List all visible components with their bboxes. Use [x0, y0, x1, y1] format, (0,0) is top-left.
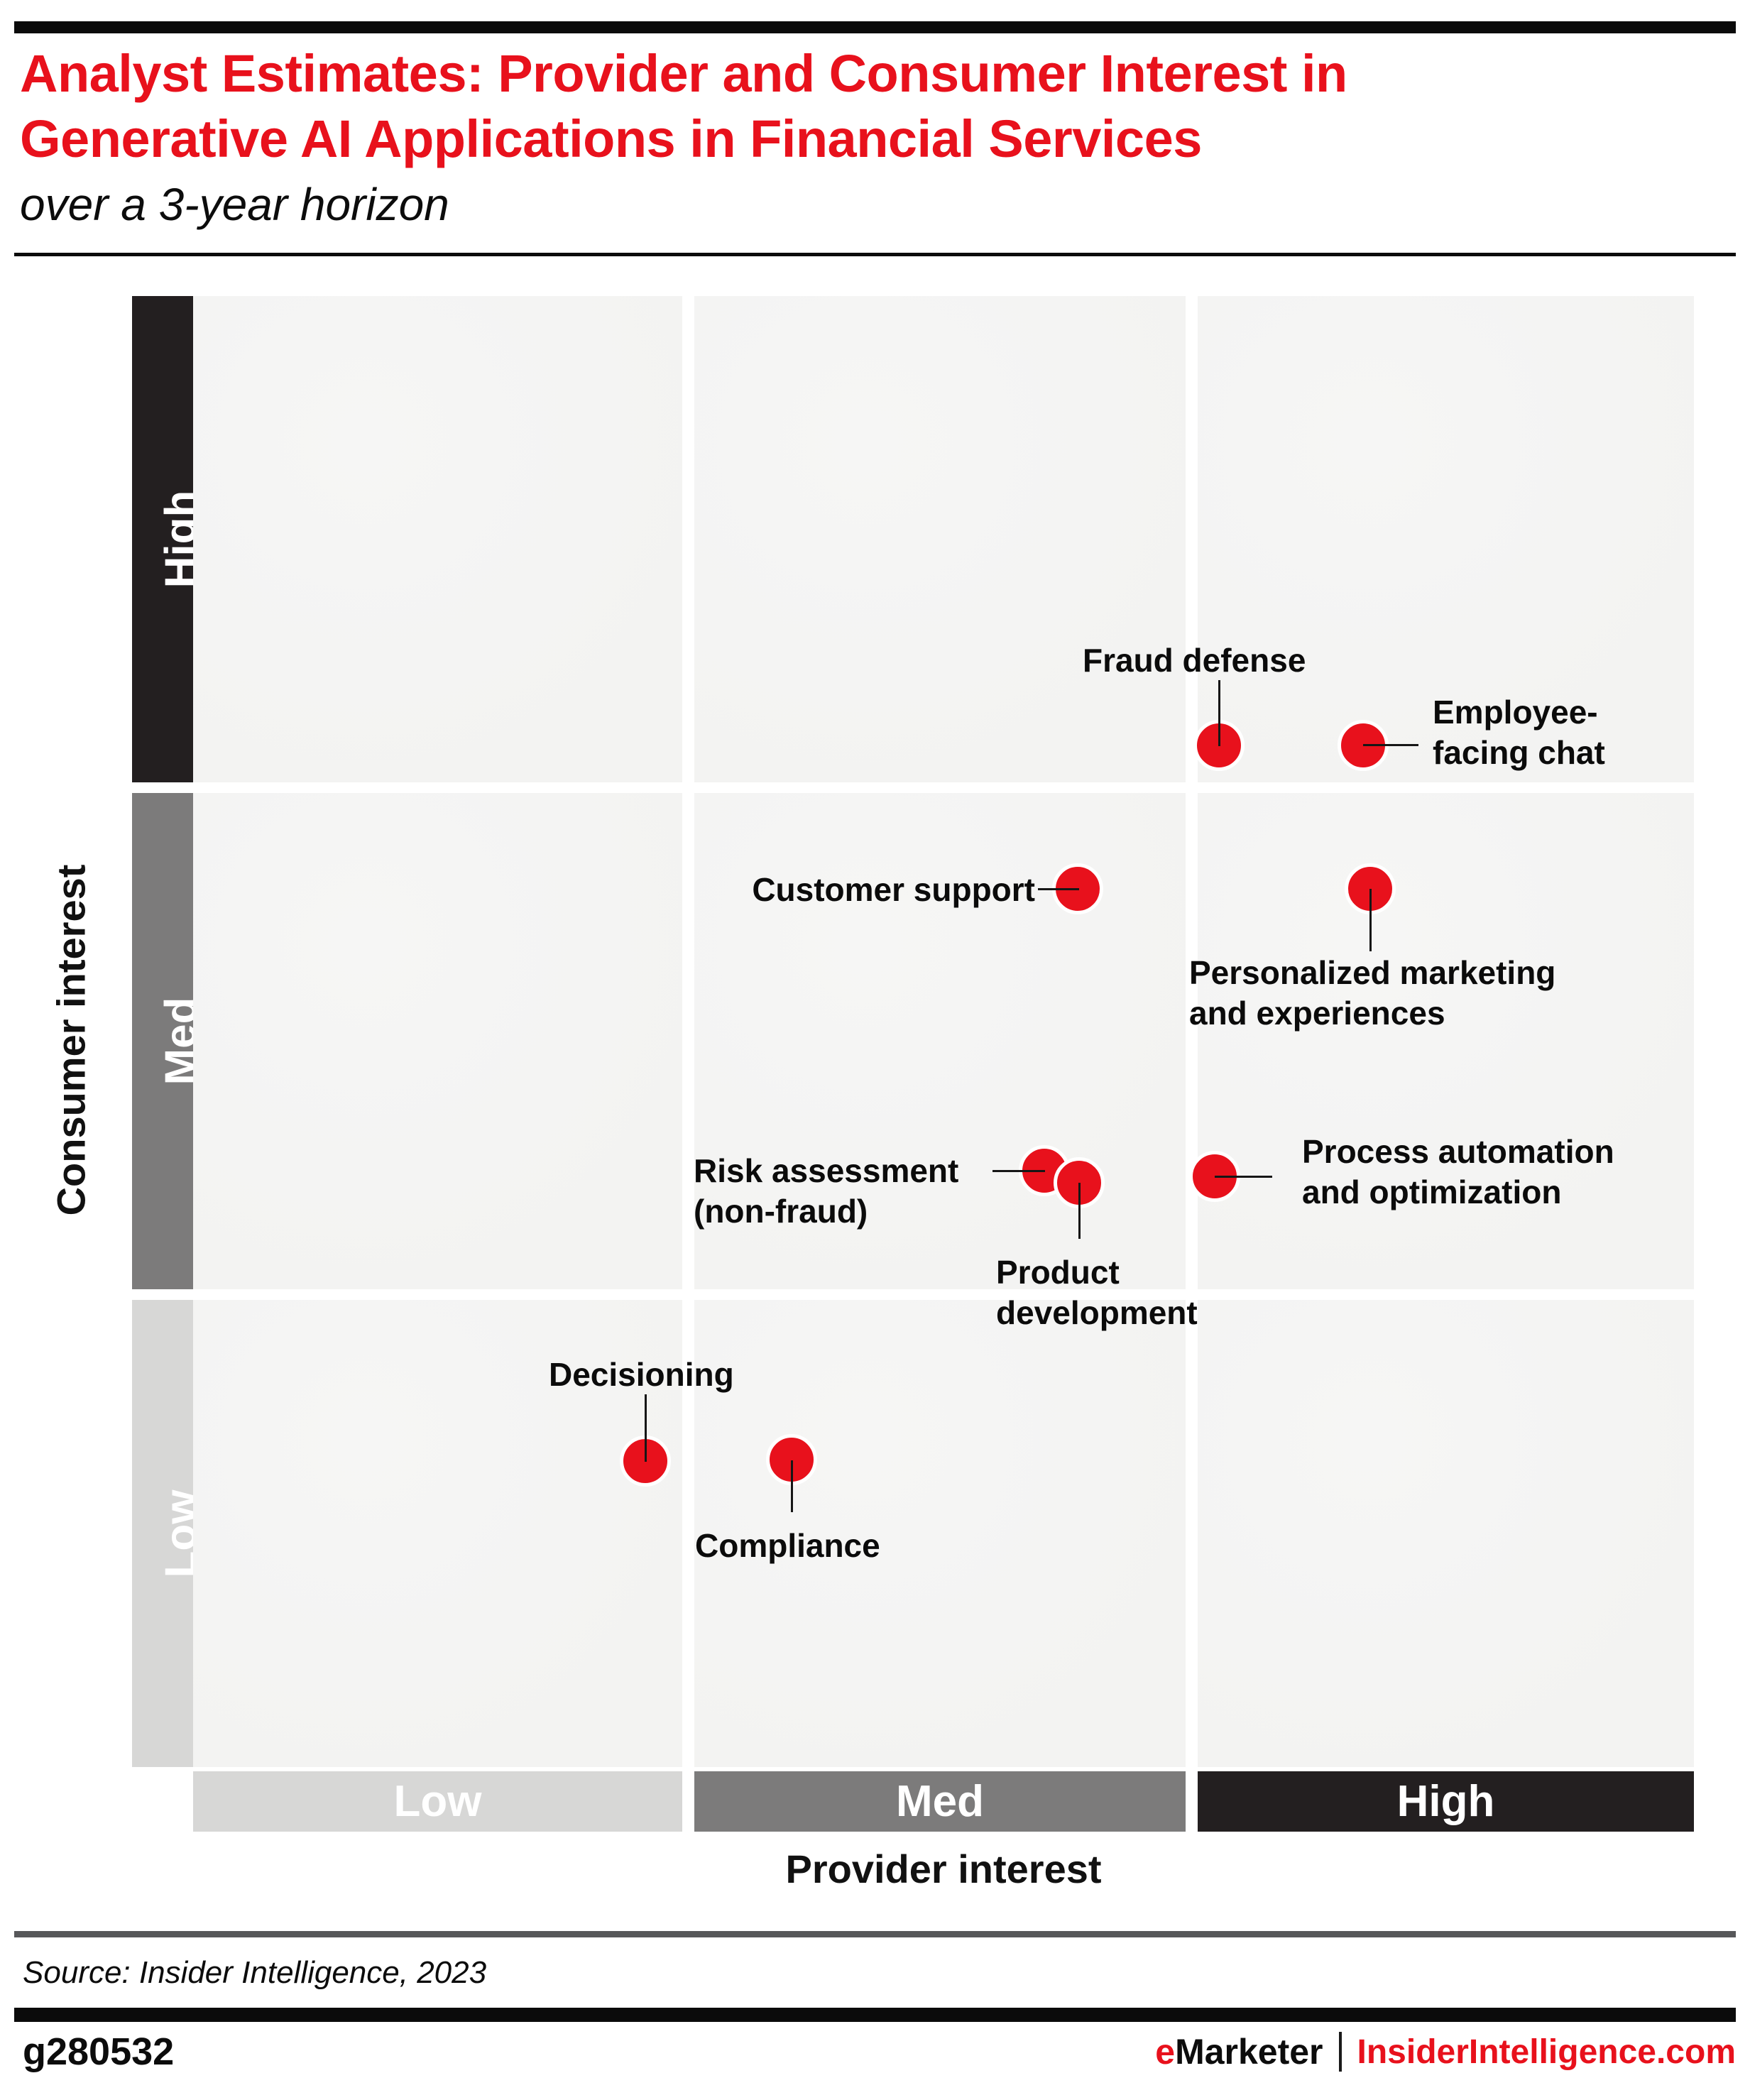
x-band-high: High	[1198, 1771, 1694, 1832]
header-rule	[14, 253, 1736, 256]
connector-line-decisioning	[644, 1394, 647, 1462]
x-band-low: Low	[193, 1771, 682, 1832]
page-subtitle: over a 3-year horizon	[20, 179, 449, 230]
connector-line-customer-support	[1038, 887, 1079, 890]
connector-line-risk-assessment	[992, 1169, 1045, 1172]
brand-emarketer-rest: Marketer	[1175, 2032, 1323, 2072]
point-label-line: Risk assessment	[694, 1152, 959, 1189]
point-label-line: Process automation	[1302, 1133, 1614, 1170]
footer-bar	[14, 2008, 1736, 2022]
x-axis-band-strip: Low Med High	[193, 1771, 1694, 1832]
point-label-decisioning: Decisioning	[549, 1355, 734, 1395]
point-label-line: facing chat	[1433, 734, 1605, 771]
page-title-line2: Generative AI Applications in Financial …	[20, 109, 1202, 168]
footer-divider	[14, 1931, 1736, 1937]
page-title: Analyst Estimates: Provider and Consumer…	[20, 41, 1610, 172]
point-label-line: development	[996, 1294, 1198, 1331]
point-label-line: Product	[996, 1254, 1120, 1291]
connector-line-product-development	[1078, 1183, 1081, 1239]
grid-cell-low-low	[193, 1300, 682, 1767]
site-link[interactable]: InsiderIntelligence.com	[1357, 2033, 1736, 2071]
point-label-fraud-defense: Fraud defense	[1083, 640, 1306, 681]
point-label-line: Compliance	[695, 1527, 880, 1564]
grid-cell-med-low	[193, 793, 682, 1289]
point-label-compliance: Compliance	[695, 1526, 880, 1566]
x-axis-title: Provider interest	[785, 1847, 1102, 1891]
grid-cell-low-med	[694, 1300, 1186, 1767]
grid-cell-high-low	[193, 296, 682, 782]
brand-emarketer-e: e	[1155, 2032, 1176, 2072]
grid-cell-high-med	[694, 296, 1186, 782]
grid-cell-high-high	[1198, 296, 1694, 782]
point-label-line: and optimization	[1302, 1174, 1562, 1210]
point-label-personalized-marketing: Personalized marketing and experiences	[1189, 953, 1555, 1034]
connector-line-personalized-marketing	[1369, 889, 1372, 951]
grid-cell-med-med	[694, 793, 1186, 1289]
x-band-med: Med	[694, 1771, 1186, 1832]
point-label-line: and experiences	[1189, 995, 1445, 1032]
source-note: Source: Insider Intelligence, 2023	[23, 1955, 487, 1990]
page-title-line1: Analyst Estimates: Provider and Consumer…	[20, 44, 1347, 103]
point-label-customer-support: Customer support	[752, 870, 1035, 910]
point-label-process-automation: Process automation and optimization	[1302, 1132, 1614, 1213]
connector-line-compliance	[790, 1460, 793, 1512]
point-label-line: Decisioning	[549, 1356, 734, 1393]
point-label-line: (non-fraud)	[694, 1193, 868, 1230]
brand-row: e Marketer InsiderIntelligence.com	[1155, 2028, 1736, 2075]
point-label-product-development: Product development	[996, 1252, 1198, 1333]
grid-cell-low-high	[1198, 1300, 1694, 1767]
grid-cell-med-high	[1198, 793, 1694, 1289]
point-label-employee-facing-chat: Employee-facing chat	[1433, 692, 1605, 773]
point-label-line: Employee-	[1433, 694, 1598, 731]
point-label-line: Personalized marketing	[1189, 954, 1556, 991]
connector-line-fraud-defense	[1218, 680, 1220, 746]
brand-separator	[1338, 2032, 1342, 2072]
connector-line-process-automation	[1215, 1175, 1272, 1178]
quadrant-grid	[193, 296, 1694, 1767]
chart-id: g280532	[23, 2030, 175, 2073]
point-label-risk-assessment: Risk assessment (non-fraud)	[694, 1151, 958, 1232]
point-label-line: Customer support	[752, 871, 1035, 908]
header-top-bar	[14, 21, 1736, 33]
point-label-line: Fraud defense	[1083, 642, 1306, 679]
connector-line-employee-facing-chat	[1363, 743, 1418, 746]
